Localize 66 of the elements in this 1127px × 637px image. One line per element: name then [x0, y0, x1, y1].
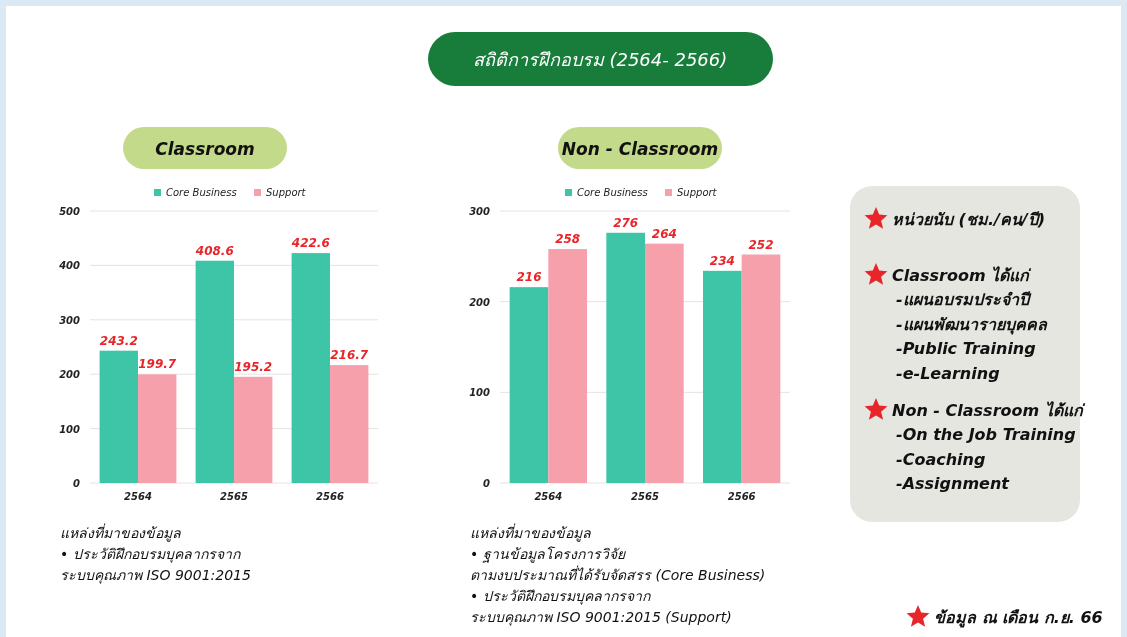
data-label: 276 [613, 215, 639, 230]
data-label: 199.7 [138, 357, 177, 372]
text: ระบบคุณภาพ ISO 9001:2015 [60, 567, 251, 584]
text: ตามงบประมาณที่ได้รับจัดสรร (Core Business) [470, 565, 766, 583]
text: -On the Job Training [896, 425, 1076, 444]
bar [234, 376, 273, 483]
bar [548, 249, 587, 483]
data-label: 408.6 [194, 243, 234, 258]
chart-title: Classroom [155, 139, 255, 159]
text: -Public Training [896, 339, 1036, 358]
data-label: 195.2 [234, 359, 273, 374]
bar [195, 260, 234, 483]
bar [645, 243, 684, 483]
text: Classroom ได้แก่ [892, 266, 1033, 285]
data-label: 216.7 [330, 348, 369, 363]
data-label: 252 [748, 237, 774, 252]
text: • ประวัติฝึกอบรมบุคลากรจาก [470, 588, 652, 605]
text: Non - Classroom ได้แก่ [892, 401, 1086, 420]
y-tick-label: 200 [59, 369, 81, 381]
bar [291, 253, 330, 483]
x-tick-label: 2566 [727, 491, 756, 502]
text: แหล่งที่มาของข้อมูล [470, 523, 592, 542]
y-tick-label: 0 [73, 478, 81, 489]
x-tick-label: 2564 [124, 491, 152, 502]
text: สถิติการฝึกอบรม (2564- 2566) [472, 49, 728, 70]
data-label: 234 [709, 253, 735, 268]
text: ระบบคุณภาพ ISO 9001:2015 (Support) [470, 609, 732, 626]
y-tick-label: 500 [59, 206, 81, 217]
text: แหล่งที่มาของข้อมูล [60, 523, 182, 542]
bar [509, 287, 549, 483]
text: • ฐานข้อมูลโครงการวิจัย [470, 546, 626, 563]
text: หน่วยนับ (ชม./คน/ปี) [892, 210, 1045, 229]
bar [703, 270, 742, 483]
text: -แผนพัฒนารายบุคคล [896, 314, 1048, 335]
data-label: 264 [651, 226, 677, 241]
x-tick-label: 2564 [534, 491, 563, 502]
legend-label: Support [677, 187, 718, 198]
text: -แผนอบรมประจำปี [896, 290, 1032, 309]
bar [330, 365, 369, 483]
text: -Assignment [896, 474, 1011, 493]
text: • ประวัติฝึกอบรมบุคลากรจาก [60, 546, 242, 563]
data-label: 258 [555, 232, 581, 247]
y-tick-label: 0 [483, 478, 491, 489]
bar [741, 254, 781, 483]
data-label: 243.2 [99, 333, 138, 348]
y-tick-label: 300 [59, 314, 81, 326]
y-tick-label: 400 [58, 260, 81, 272]
text: ข้อมูล ณ เดือน ก.ย. 66 [934, 608, 1103, 628]
bar [99, 350, 138, 483]
data-label: 216 [516, 270, 542, 285]
y-tick-label: 100 [469, 387, 491, 399]
text: -e-Learning [896, 363, 1000, 383]
y-tick-label: 100 [59, 423, 81, 435]
bar [138, 374, 177, 483]
y-tick-label: 300 [469, 206, 491, 217]
data-label: 422.6 [290, 236, 330, 251]
legend-label: Core Business [577, 187, 648, 198]
x-tick-label: 2565 [220, 491, 248, 502]
chart-title: Non - Classroom [561, 139, 719, 159]
legend-label: Core Business [166, 187, 237, 198]
x-tick-label: 2565 [631, 491, 659, 502]
legend-label: Support [266, 187, 307, 198]
bar [606, 232, 645, 483]
y-tick-label: 200 [469, 296, 491, 308]
text: -Coaching [896, 449, 986, 469]
x-tick-label: 2566 [316, 491, 344, 502]
